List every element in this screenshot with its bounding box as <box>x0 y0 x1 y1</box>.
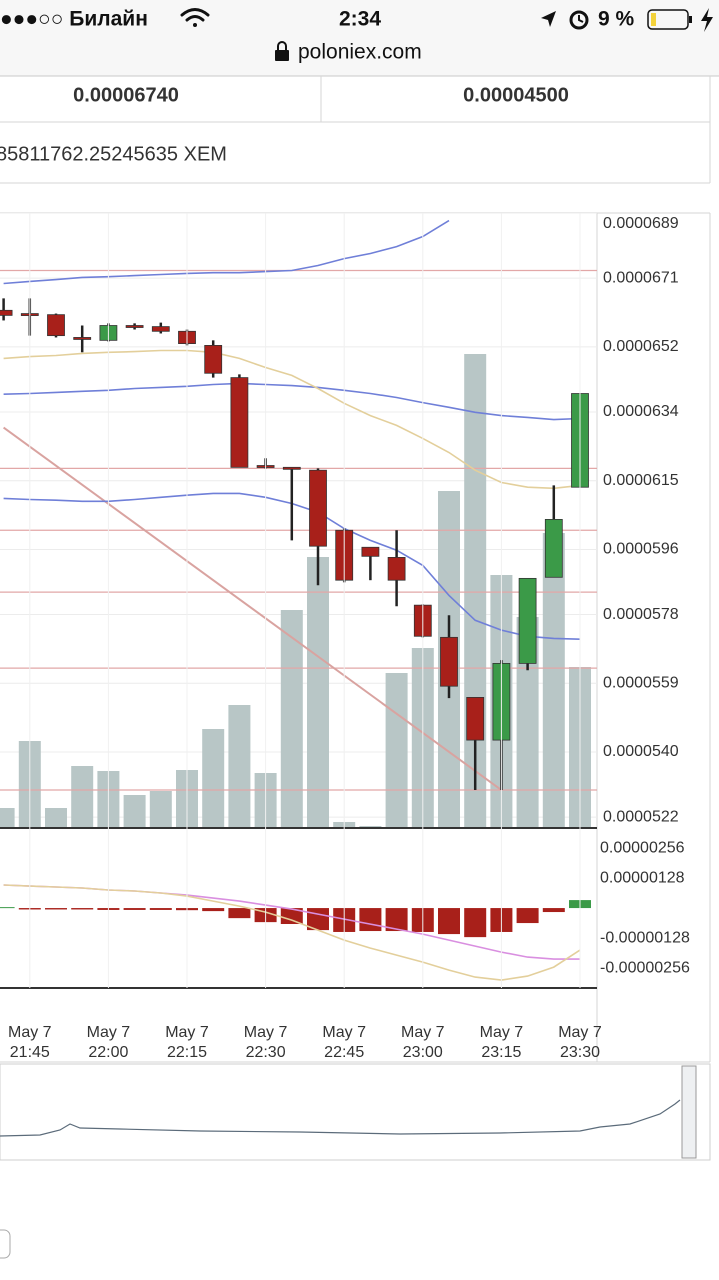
url[interactable]: poloniex.com <box>298 41 422 64</box>
x-tick-label: May 7 <box>165 1024 209 1041</box>
candle-body <box>282 466 301 470</box>
price-plot <box>0 213 597 828</box>
location-icon <box>541 11 556 27</box>
y-tick-label: 0.0000578 <box>603 606 679 623</box>
x-tick-label: 22:30 <box>246 1044 286 1061</box>
macd-bar <box>202 908 225 912</box>
candle-body <box>440 636 458 687</box>
chart-area: 0.0000689 0.0000671 0.0000652 0.0000634 0.00… <box>0 213 690 1061</box>
candle-body <box>230 377 249 468</box>
candle-body <box>125 325 144 328</box>
y-tick-label: 0.0000689 <box>603 215 679 232</box>
candle-body <box>0 309 13 316</box>
y-tick-label: 0.0000615 <box>603 472 679 489</box>
x-tick-label: 23:00 <box>403 1044 443 1061</box>
macd-bar <box>542 908 565 913</box>
summary-cell: 0.00006740 <box>73 84 179 106</box>
macd-bar <box>0 907 15 909</box>
x-tick-label: May 7 <box>480 1024 524 1041</box>
x-tick-label: 21:45 <box>10 1044 50 1061</box>
x-tick-label: May 7 <box>401 1024 445 1041</box>
carrier: ●●●○○ Билайн <box>0 8 148 31</box>
lock-icon <box>275 41 289 61</box>
volume-bar <box>0 808 15 828</box>
x-tick-label: 22:15 <box>167 1044 207 1061</box>
macd-bar <box>228 908 251 919</box>
candle-body <box>151 326 170 332</box>
candle-body <box>309 469 327 547</box>
macd-bar <box>516 908 539 924</box>
candle-body <box>204 345 223 374</box>
x-tick-label: 22:00 <box>88 1044 128 1061</box>
y-tick-label: -0.00000256 <box>600 959 690 976</box>
y-tick-label: 0.0000596 <box>603 541 679 558</box>
macd-line <box>3 884 581 981</box>
macd-bar <box>438 908 460 935</box>
volume-bar <box>307 557 329 828</box>
candle-body <box>387 557 406 581</box>
y-tick-label: 0.0000652 <box>603 338 679 355</box>
macd-bar <box>464 908 487 938</box>
candle-body <box>73 337 92 340</box>
volume-bar <box>149 791 172 828</box>
macd-bar <box>45 908 67 910</box>
y-tick-label: 0.0000634 <box>603 403 679 420</box>
volume-bar <box>516 617 539 828</box>
volume-bar <box>71 766 94 828</box>
y-tick-label: 0.0000671 <box>603 269 679 286</box>
macd-bar <box>71 908 94 910</box>
x-tick-label: 23:30 <box>560 1044 600 1061</box>
volume-bar <box>123 795 146 828</box>
volume-bar <box>202 729 225 828</box>
candle-body <box>466 697 485 741</box>
candle-body <box>544 519 563 578</box>
x-tick-label: 23:15 <box>481 1044 521 1061</box>
summary-cell: 0.00004500 <box>463 84 569 106</box>
y-tick-label: -0.00000128 <box>600 929 690 946</box>
x-tick-label: May 7 <box>87 1024 131 1041</box>
x-tick-label: May 7 <box>558 1024 602 1041</box>
y-tick-label: 0.0000540 <box>603 743 679 760</box>
browser-bar <box>0 0 719 76</box>
volume-bar <box>385 673 408 828</box>
x-tick-label: May 7 <box>322 1024 366 1041</box>
macd-bar <box>359 908 382 932</box>
volume-bar <box>45 808 67 828</box>
macd-bar <box>149 908 172 910</box>
volume-bar <box>542 533 565 828</box>
y-tick-label: 0.0000559 <box>603 675 679 692</box>
alarm-icon <box>569 10 589 30</box>
volume-bar <box>228 705 251 828</box>
indicator-line <box>3 382 581 421</box>
candle-body <box>518 577 537 664</box>
y-tick-label: 0.00000128 <box>600 869 685 886</box>
y-tick-label: 0.0000522 <box>603 808 679 825</box>
macd-bar <box>123 908 146 910</box>
indicator-line <box>3 349 581 490</box>
indicator-line <box>3 219 450 285</box>
x-tick-label: May 7 <box>8 1024 52 1041</box>
trend-line <box>3 426 502 791</box>
macd-bar <box>280 908 303 925</box>
battery-icon <box>647 8 713 32</box>
volume-text: 85811762.25245635 XEM <box>0 143 227 165</box>
wifi-icon <box>180 8 210 27</box>
macd-bar <box>385 908 408 932</box>
button[interactable] <box>0 1229 11 1259</box>
x-tick-label: May 7 <box>244 1024 288 1041</box>
clock: 2:34 <box>339 8 381 31</box>
volume-bar <box>280 610 303 828</box>
candle-body <box>361 546 380 557</box>
macd-plot <box>0 884 591 981</box>
y-tick-label: 0.00000256 <box>600 839 685 856</box>
battery-percent: 9 % <box>598 8 635 31</box>
navigator <box>0 1063 711 1161</box>
candle-body <box>47 314 65 337</box>
x-tick-label: 22:45 <box>324 1044 364 1061</box>
